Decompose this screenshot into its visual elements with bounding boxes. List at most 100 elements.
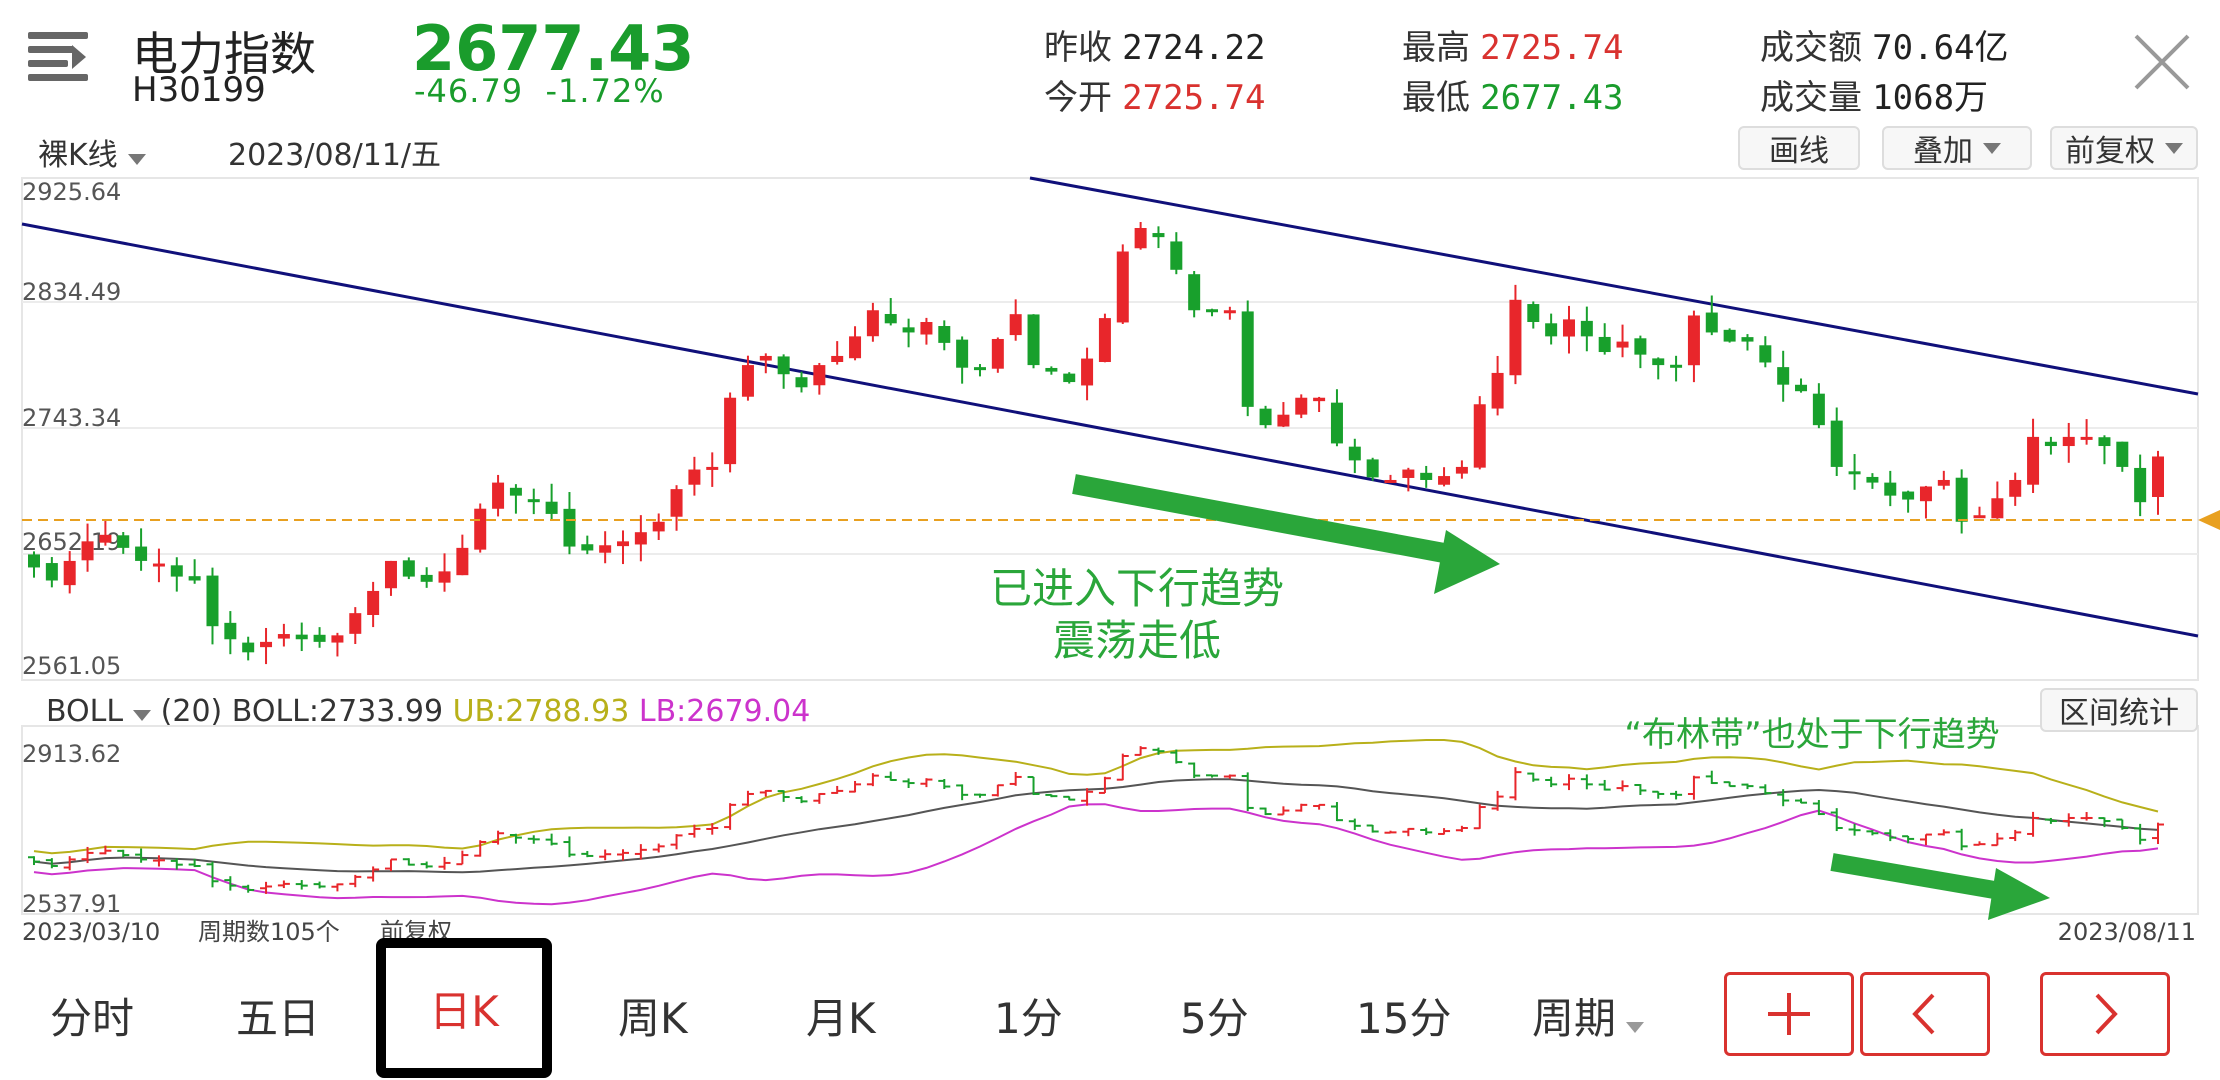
candle-body: [1402, 469, 1415, 478]
candle-body: [1652, 358, 1665, 366]
candle-body: [1634, 338, 1647, 355]
candle-body: [706, 466, 719, 470]
candle-body: [28, 554, 40, 568]
candle-body: [1991, 498, 2004, 519]
boll-downtrend-arrow-icon: [1830, 853, 2050, 920]
candle-body: [1598, 336, 1611, 353]
period-count: 周期数105个: [198, 918, 340, 946]
candle-body: [206, 575, 219, 627]
range-stats-button[interactable]: 区间统计: [2040, 688, 2198, 732]
chart-date: 2023/08/11/五: [228, 138, 442, 173]
stat-high: 最高 2725.74: [1402, 28, 1624, 68]
candle-body: [813, 365, 826, 386]
candle-body: [45, 563, 58, 581]
change-pct: -1.72%: [545, 72, 665, 110]
tab-1min[interactable]: 1分: [994, 994, 1063, 1043]
trend-line-lower[interactable]: [21, 222, 2199, 638]
chevron-down-icon[interactable]: [133, 710, 152, 721]
candle-body: [349, 613, 362, 634]
candle-body: [402, 560, 415, 577]
close-icon[interactable]: [2130, 30, 2194, 94]
candle-body: [1348, 446, 1361, 461]
chevron-down-icon: [2165, 142, 2183, 154]
tab-daily-k[interactable]: 日K: [376, 938, 552, 1078]
tab-5min[interactable]: 5分: [1180, 994, 1249, 1043]
candle-body: [1902, 491, 1915, 500]
candle-body: [634, 532, 647, 545]
candle-body: [1134, 228, 1147, 249]
next-button[interactable]: [2040, 972, 2170, 1056]
candle-body: [1670, 364, 1683, 368]
boll-params: (20) BOLL:: [160, 694, 319, 729]
candle-body: [1045, 367, 1058, 372]
current-price: 2677.43: [412, 12, 695, 85]
stat-open: 今开 2725.74: [1044, 78, 1266, 118]
candle-body: [1295, 397, 1308, 415]
candle-body: [331, 635, 344, 643]
draw-line-button[interactable]: 画线: [1738, 126, 1860, 170]
chevron-down-icon: [127, 154, 146, 165]
overlay-dropdown[interactable]: 叠加: [1882, 126, 2032, 170]
tab-intraday[interactable]: 分时: [50, 994, 135, 1043]
candle-body: [1562, 319, 1575, 337]
candle-body: [1795, 384, 1808, 392]
candle-body: [1313, 397, 1326, 402]
candle-body: [795, 377, 808, 388]
trend-line-upper[interactable]: [1029, 176, 2199, 396]
candle-body: [1188, 274, 1201, 311]
candle-body: [902, 327, 915, 333]
boll-chart-frame: [21, 725, 2199, 915]
candle-body: [1455, 466, 1468, 474]
candle-body: [1741, 337, 1754, 342]
index-name: 电力指数: [132, 27, 316, 81]
stat-low: 最低 2677.43: [1402, 78, 1624, 118]
candle-body: [545, 501, 558, 514]
trend-annotation-line2: 震荡走低: [1053, 616, 1221, 665]
candle-body: [1759, 345, 1772, 363]
candle-body: [1063, 373, 1076, 383]
boll-y-top: 2913.62: [22, 740, 121, 768]
candle-body: [1223, 310, 1236, 314]
candle-body: [1098, 318, 1111, 363]
tab-weekly-k[interactable]: 周K: [618, 994, 688, 1043]
adjust-dropdown[interactable]: 前复权: [2050, 126, 2198, 170]
tab-15min[interactable]: 15分: [1356, 994, 1452, 1043]
zoom-in-button[interactable]: [1724, 972, 1854, 1056]
boll-name[interactable]: BOLL: [46, 694, 124, 729]
candle-body: [384, 560, 397, 589]
candle-body: [1330, 402, 1343, 444]
tab-five-day[interactable]: 五日: [236, 994, 321, 1043]
candle-body: [1919, 486, 1932, 502]
candle-body: [1616, 341, 1629, 348]
stat-prev-close: 昨收 2724.22: [1044, 28, 1266, 68]
candle-body: [1081, 358, 1094, 386]
candle-body: [63, 560, 76, 586]
candle-body: [2027, 436, 2040, 485]
candle-body: [1509, 299, 1522, 376]
candle-body: [152, 563, 165, 567]
menu-icon[interactable]: [28, 32, 88, 84]
boll-header: BOLL (20) BOLL:2733.99 UB:2788.93 LB:267…: [46, 694, 810, 729]
kline-mode-dropdown[interactable]: 裸K线: [38, 130, 146, 174]
prev-button[interactable]: [1860, 972, 1990, 1056]
candle-body: [313, 634, 326, 642]
candle-body: [99, 534, 112, 543]
candle-body: [617, 541, 630, 547]
candle-body: [170, 565, 183, 577]
tab-period[interactable]: 周期: [1532, 985, 1645, 1046]
candle-body: [492, 482, 505, 509]
candle-body: [260, 641, 273, 648]
tab-monthly-k[interactable]: 月K: [806, 994, 876, 1043]
boll-middle-band: [33, 778, 2159, 874]
candle-body: [135, 546, 148, 561]
candle-body: [2152, 456, 2164, 498]
candle-body: [1973, 515, 1986, 519]
candle-body: [777, 356, 790, 375]
candle-body: [474, 508, 487, 550]
candle-body: [420, 574, 433, 582]
candle-body: [724, 397, 737, 465]
boll-lower-band: [33, 803, 2159, 906]
candle-body: [1170, 241, 1183, 270]
boll-annotation: “布林带”也处于下行趋势: [1624, 715, 1999, 755]
